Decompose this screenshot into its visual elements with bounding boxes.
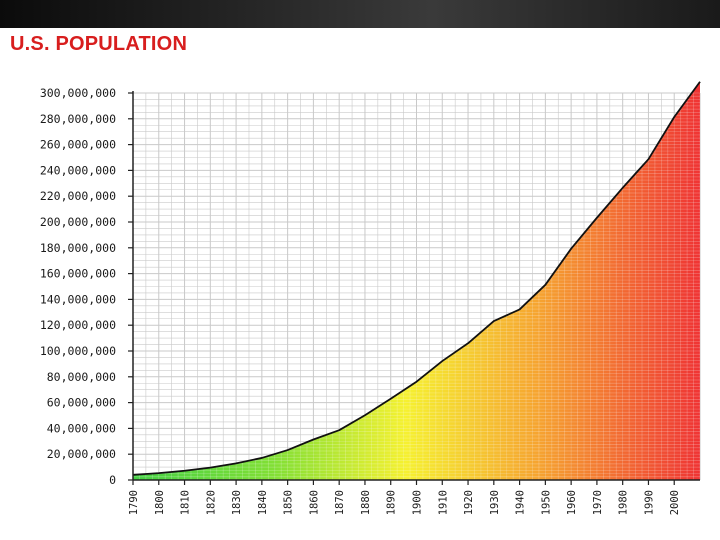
x-tick-label: 1870 bbox=[334, 490, 346, 515]
y-tick-label: 160,000,000 bbox=[40, 267, 116, 281]
header-band bbox=[0, 0, 720, 28]
x-tick-label: 1960 bbox=[566, 490, 578, 515]
y-tick-label: 20,000,000 bbox=[47, 447, 116, 461]
x-tick-label: 1840 bbox=[257, 490, 269, 515]
x-tick-label: 1880 bbox=[360, 490, 372, 515]
x-tick-label: 2000 bbox=[669, 490, 681, 515]
x-tick-label: 1940 bbox=[515, 490, 527, 515]
x-tick-label: 1860 bbox=[308, 490, 320, 515]
x-tick-label: 1800 bbox=[154, 490, 166, 515]
x-tick-label: 1900 bbox=[412, 490, 424, 515]
y-tick-label: 260,000,000 bbox=[40, 138, 116, 152]
population-area bbox=[133, 81, 700, 480]
x-tick-label: 1830 bbox=[231, 490, 243, 515]
x-tick-label: 1930 bbox=[489, 490, 501, 515]
x-tick-label: 1850 bbox=[283, 490, 295, 515]
x-tick-label: 1910 bbox=[437, 490, 449, 515]
y-tick-label: 60,000,000 bbox=[47, 396, 116, 410]
x-tick-label: 1920 bbox=[463, 490, 475, 515]
y-tick-label: 100,000,000 bbox=[40, 344, 116, 358]
y-axis-tick-labels: 0 20,000,000 40,000,000 60,000,000 80,000,00… bbox=[40, 86, 116, 487]
x-tick-label: 1990 bbox=[643, 490, 655, 515]
y-tick-label: 240,000,000 bbox=[40, 163, 116, 177]
x-tick-label: 1980 bbox=[618, 490, 630, 515]
y-tick-label: 220,000,000 bbox=[40, 189, 116, 203]
chart-title: U.S. POPULATION bbox=[10, 33, 188, 55]
y-tick-label: 300,000,000 bbox=[40, 86, 116, 100]
axis-layer bbox=[128, 91, 700, 485]
x-tick-label: 1790 bbox=[128, 490, 140, 515]
x-tick-label: 1970 bbox=[592, 490, 604, 515]
y-tick-label: 180,000,000 bbox=[40, 241, 116, 255]
y-tick-label: 280,000,000 bbox=[40, 112, 116, 126]
y-tick-label: 120,000,000 bbox=[40, 318, 116, 332]
population-line bbox=[132, 81, 701, 476]
x-tick-label: 1820 bbox=[205, 490, 217, 515]
y-tick-label: 80,000,000 bbox=[47, 370, 116, 384]
y-tick-label: 200,000,000 bbox=[40, 215, 116, 229]
y-tick-label: 140,000,000 bbox=[40, 292, 116, 306]
x-tick-label: 1890 bbox=[386, 490, 398, 515]
y-tick-label: 40,000,000 bbox=[47, 421, 116, 435]
x-tick-label: 1810 bbox=[180, 490, 192, 515]
y-tick-label: 0 bbox=[109, 473, 116, 487]
x-axis-tick-labels: 1790 1800 1810 1820 1830 1840 1850 1860 1870 1880… bbox=[128, 490, 681, 515]
x-tick-label: 1950 bbox=[540, 490, 552, 515]
